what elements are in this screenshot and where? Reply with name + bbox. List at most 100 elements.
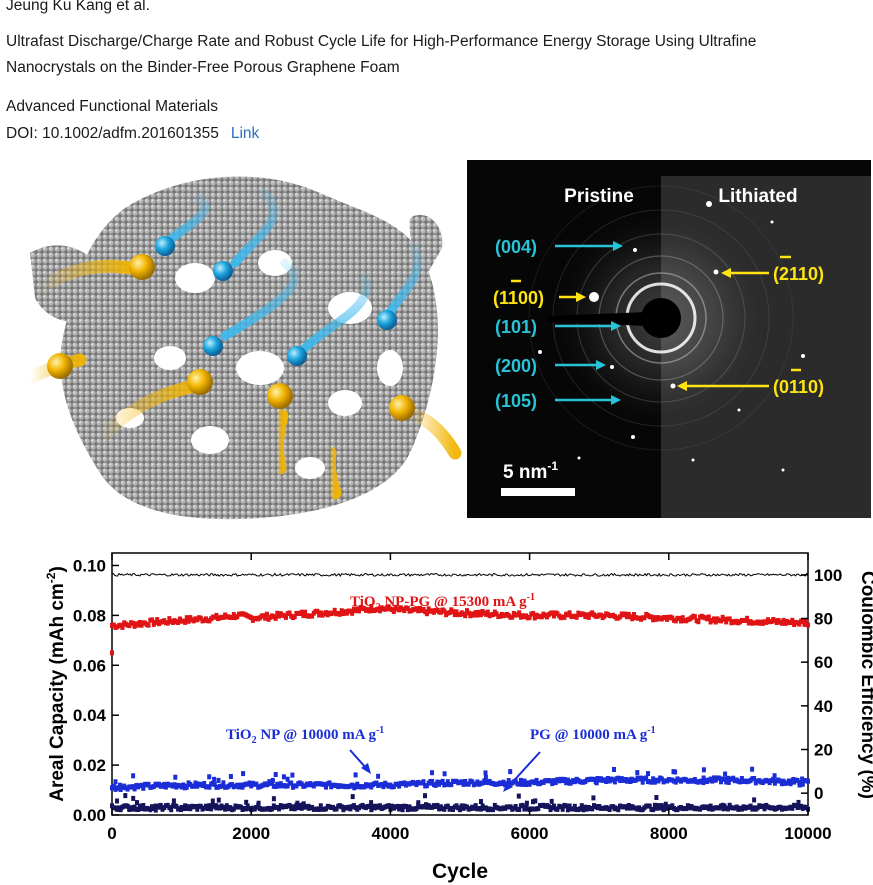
data-point [337,611,342,617]
y-tick-label: 0.10 [73,556,106,575]
data-point [205,806,210,811]
data-point [797,621,802,627]
data-point [612,806,617,812]
paper-title-line-2: Nanocrystals on the Binder-Free Porous G… [6,59,400,76]
data-point [367,803,372,809]
data-point [745,615,750,621]
data-point [478,806,483,812]
data-point [301,801,306,807]
data-point [572,803,577,809]
scale-bar-label: 5 nm-1 [503,459,558,483]
data-point [254,781,259,787]
data-point [350,610,355,616]
data-point [581,807,586,813]
data-point [612,779,617,785]
data-point [131,795,136,801]
y2-tick-label: 40 [814,697,833,716]
data-point [442,608,447,614]
data-point [712,616,716,622]
np-annotation-arrow [349,749,371,774]
data-point [306,805,311,811]
pg-annotation-arrow [503,751,541,792]
data-point [369,800,374,806]
journal-name: Advanced Functional Materials [6,98,218,115]
data-point [524,800,529,806]
cycling-performance-chart: 0 2000 4000 6000 8000 10000 0.00 0.02 0.04 0.06 0.… [44,552,873,883]
data-point [158,802,163,808]
data-point [560,806,565,812]
electron-paths [165,188,422,353]
data-point [797,782,802,788]
data-point [791,777,796,782]
data-point [564,780,569,786]
data-point [651,776,656,782]
data-point [334,806,339,812]
data-point [287,610,292,616]
data-point [531,799,535,805]
data-point [586,614,591,620]
data-point [146,622,151,628]
data-point [517,807,522,812]
data-point [652,802,657,808]
data-point [706,614,711,620]
series-tio2-np [110,766,810,792]
data-point [244,799,249,805]
data-point [167,616,172,622]
data-point [510,614,515,620]
data-point [483,774,488,780]
paper-authors: Jeung Ku Kang et al. [6,0,150,14]
data-point [400,807,405,813]
data-point [195,806,200,812]
data-point [433,782,438,788]
data-point [675,807,679,813]
data-point [721,806,726,812]
data-point [485,609,490,615]
data-point [625,805,629,811]
data-point [673,769,678,775]
data-point [171,798,176,804]
data-point [478,612,483,618]
data-point [442,806,447,812]
x-tick-label: 0 [107,824,116,843]
plane-label-101: (101) [495,317,537,337]
data-point [165,620,170,626]
data-point [231,806,236,812]
data-point [567,610,572,616]
data-point [623,611,628,617]
series-tio2-np-pg [110,603,810,656]
data-point [193,780,198,786]
data-point [268,806,273,812]
data-point [494,611,499,617]
data-point [533,798,538,804]
data-point [604,779,609,784]
data-point [429,780,434,786]
data-point [127,805,132,811]
data-point [277,806,281,812]
data-point [281,774,286,780]
data-point [659,776,664,782]
doi-link[interactable]: Link [230,125,260,142]
data-point [465,608,469,614]
y2-tick-label: 0 [814,784,823,803]
data-point [802,621,807,627]
y-tick-label: 0.02 [73,756,106,775]
data-point [527,614,532,620]
data-point [567,803,572,809]
np-pg-annotation: TiO2 NP-PG @ 15300 mA g-1 [350,592,535,613]
data-point [136,622,141,628]
data-point [284,614,288,620]
y-tick-label: 0.04 [73,706,107,725]
data-point [123,793,128,799]
data-point [701,767,706,773]
data-point [531,611,536,616]
data-point [673,779,678,785]
data-point [290,772,295,778]
data-point [267,779,272,785]
data-point [148,807,153,813]
data-point [722,776,727,782]
data-point [562,614,567,620]
data-point [263,615,268,621]
data-point [398,804,403,809]
data-point [445,779,450,785]
electrons [155,236,397,366]
